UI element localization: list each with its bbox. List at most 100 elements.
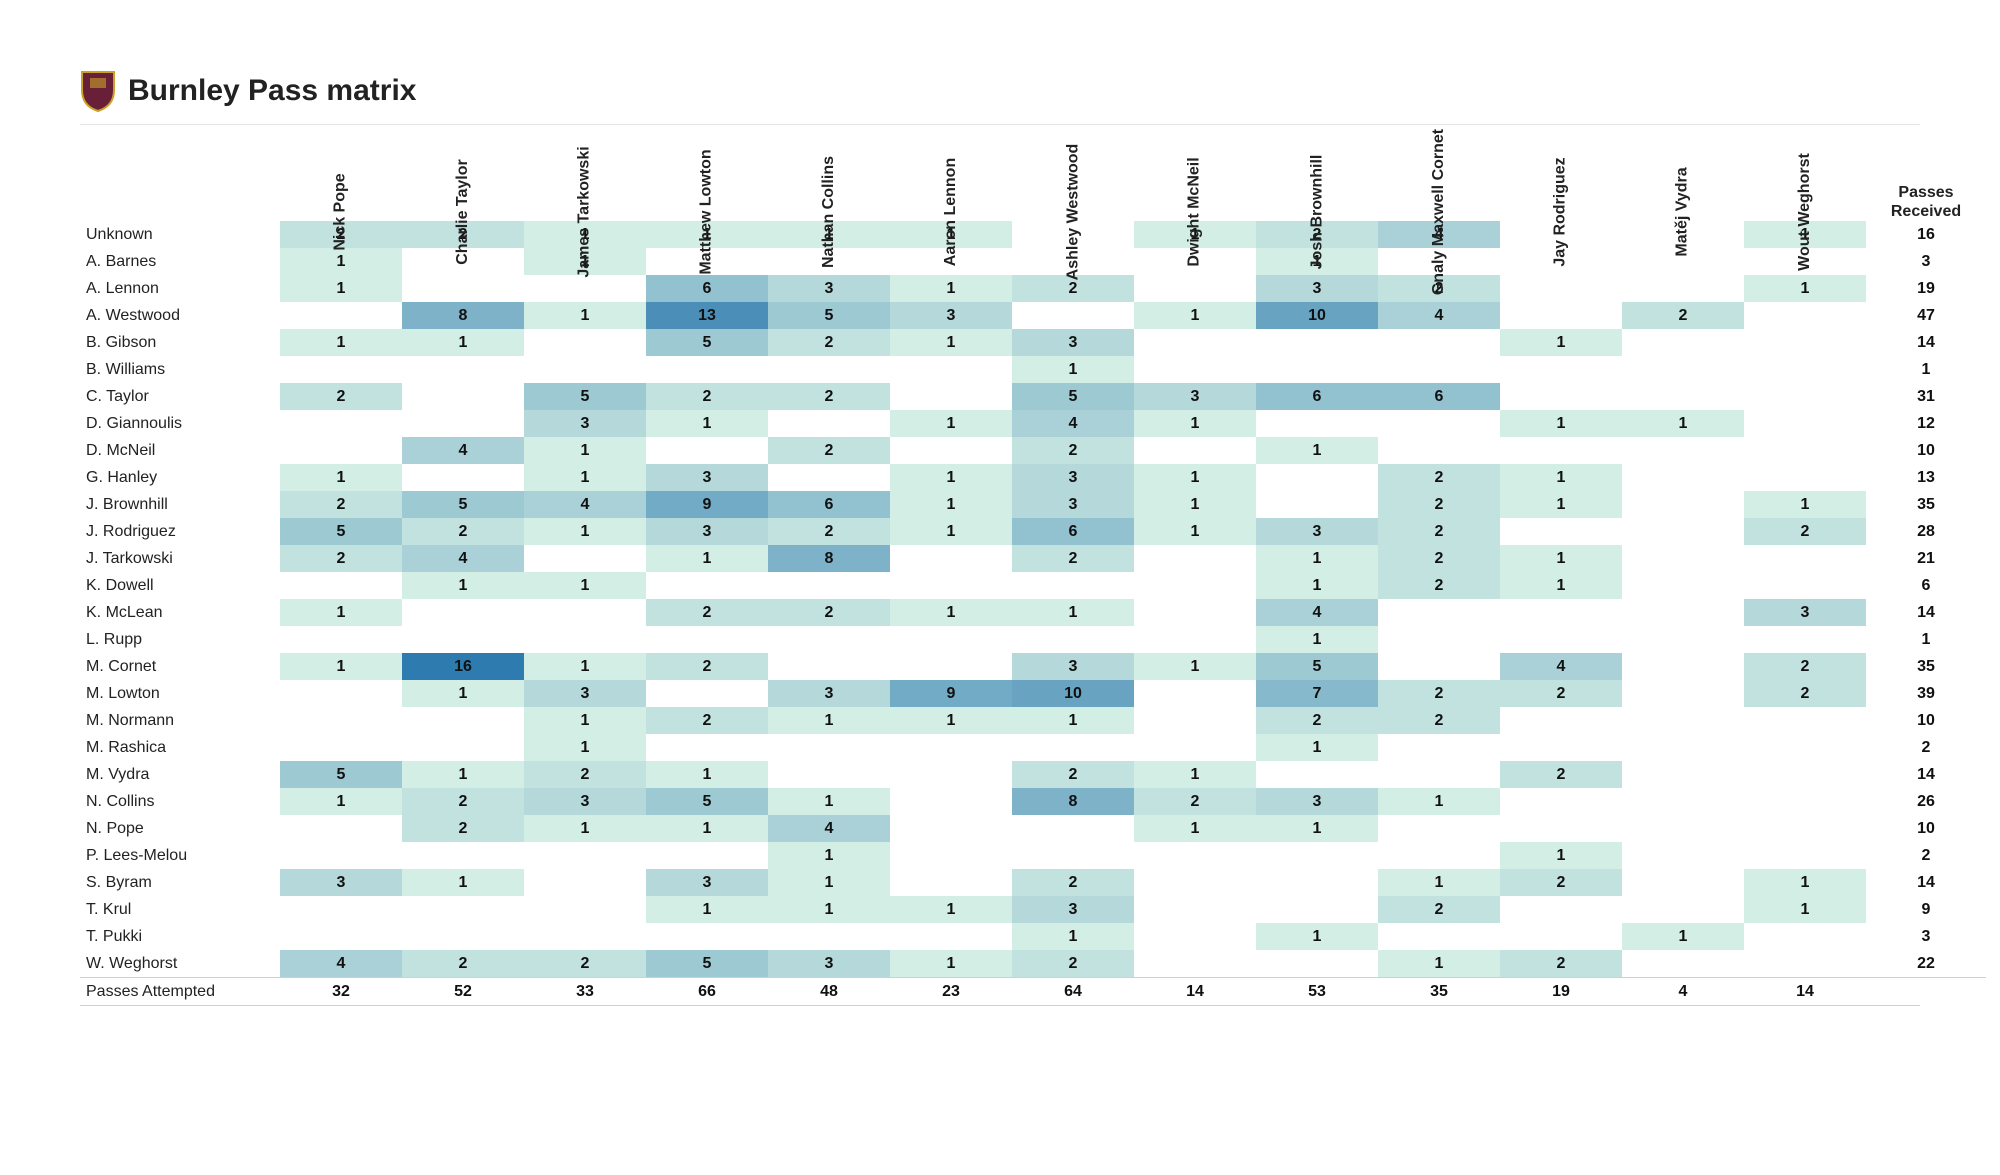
matrix-cell: 1 (1500, 410, 1622, 437)
matrix-cell: 1 (768, 842, 890, 869)
matrix-cell: 2 (1012, 869, 1134, 896)
row-label: C. Taylor (80, 383, 280, 410)
matrix-cell (280, 842, 402, 869)
matrix-cell (524, 896, 646, 923)
matrix-cell (890, 815, 1012, 842)
row-label: S. Byram (80, 869, 280, 896)
total-column-header: Passes Received (1866, 125, 1986, 221)
matrix-cell: 5 (524, 383, 646, 410)
row-total: 28 (1866, 518, 1986, 545)
matrix-cell: 2 (402, 788, 524, 815)
matrix-cell (1744, 572, 1866, 599)
matrix-cell: 1 (890, 329, 1012, 356)
matrix-cell (1012, 734, 1134, 761)
matrix-cell: 1 (1134, 815, 1256, 842)
matrix-cell: 2 (1378, 464, 1500, 491)
matrix-cell (402, 626, 524, 653)
matrix-cell (890, 842, 1012, 869)
matrix-cell: 2 (1378, 896, 1500, 923)
matrix-cell (1378, 410, 1500, 437)
matrix-cell (646, 626, 768, 653)
matrix-cell: 1 (768, 788, 890, 815)
matrix-cell (524, 329, 646, 356)
matrix-cell (1134, 329, 1256, 356)
matrix-cell: 5 (1012, 383, 1134, 410)
matrix-cell (1134, 923, 1256, 950)
column-total: 33 (524, 977, 646, 1005)
matrix-cell (280, 626, 402, 653)
matrix-cell (1744, 842, 1866, 869)
column-total: 23 (890, 977, 1012, 1005)
matrix-cell (646, 923, 768, 950)
row-total: 26 (1866, 788, 1986, 815)
matrix-cell (646, 356, 768, 383)
row-total: 10 (1866, 815, 1986, 842)
matrix-cell (1134, 707, 1256, 734)
matrix-cell: 2 (1744, 680, 1866, 707)
column-header-label: Matěj Vydra (1674, 167, 1692, 256)
matrix-cell: 2 (1500, 950, 1622, 977)
matrix-cell: 1 (1134, 518, 1256, 545)
matrix-cell (1500, 815, 1622, 842)
column-header-label: Charlie Taylor (454, 159, 472, 265)
matrix-cell: 1 (402, 329, 524, 356)
pass-matrix-heatmap: Nick Pope Charlie Taylor James Tarkowski Ma… (80, 124, 1920, 1006)
matrix-cell: 1 (524, 437, 646, 464)
matrix-cell (890, 923, 1012, 950)
column-header-label: James Tarkowski (576, 146, 594, 277)
matrix-cell (1500, 599, 1622, 626)
row-total: 39 (1866, 680, 1986, 707)
column-total: 4 (1622, 977, 1744, 1005)
matrix-cell (1622, 275, 1744, 302)
matrix-cell (890, 653, 1012, 680)
matrix-cell: 1 (524, 572, 646, 599)
matrix-cell: 1 (1134, 653, 1256, 680)
matrix-cell: 4 (280, 950, 402, 977)
column-total: 48 (768, 977, 890, 1005)
matrix-cell (1256, 491, 1378, 518)
matrix-cell: 1 (280, 329, 402, 356)
matrix-cell (1500, 518, 1622, 545)
matrix-cell (1500, 734, 1622, 761)
matrix-cell (1256, 950, 1378, 977)
matrix-cell: 2 (402, 815, 524, 842)
column-header: Nathan Collins (768, 125, 890, 221)
matrix-cell (1256, 761, 1378, 788)
matrix-cell: 1 (1256, 815, 1378, 842)
matrix-cell: 3 (1012, 329, 1134, 356)
matrix-cell (1744, 815, 1866, 842)
row-label: D. Giannoulis (80, 410, 280, 437)
grand-total (1866, 977, 1986, 1005)
matrix-cell (1134, 599, 1256, 626)
row-total: 14 (1866, 761, 1986, 788)
row-label: N. Pope (80, 815, 280, 842)
row-total: 16 (1866, 221, 1986, 248)
matrix-cell (1622, 842, 1744, 869)
matrix-cell: 6 (1256, 383, 1378, 410)
matrix-cell: 2 (1744, 518, 1866, 545)
matrix-cell (1500, 626, 1622, 653)
matrix-cell: 1 (280, 599, 402, 626)
matrix-cell (280, 707, 402, 734)
column-header: Aaron Lennon (890, 125, 1012, 221)
matrix-cell (1134, 437, 1256, 464)
matrix-cell (524, 599, 646, 626)
matrix-cell (1622, 707, 1744, 734)
matrix-cell: 1 (402, 572, 524, 599)
matrix-cell (890, 383, 1012, 410)
matrix-cell (1622, 572, 1744, 599)
matrix-cell (1744, 356, 1866, 383)
column-header-label: Nick Pope (332, 173, 350, 250)
matrix-cell (1378, 356, 1500, 383)
matrix-cell: 2 (1378, 707, 1500, 734)
matrix-cell (1622, 626, 1744, 653)
matrix-cell (1744, 626, 1866, 653)
row-label: G. Hanley (80, 464, 280, 491)
matrix-cell: 2 (1378, 518, 1500, 545)
matrix-cell (1622, 464, 1744, 491)
matrix-cell: 2 (402, 950, 524, 977)
matrix-cell: 1 (890, 464, 1012, 491)
matrix-cell: 1 (1744, 491, 1866, 518)
matrix-cell (402, 923, 524, 950)
matrix-cell (1378, 626, 1500, 653)
